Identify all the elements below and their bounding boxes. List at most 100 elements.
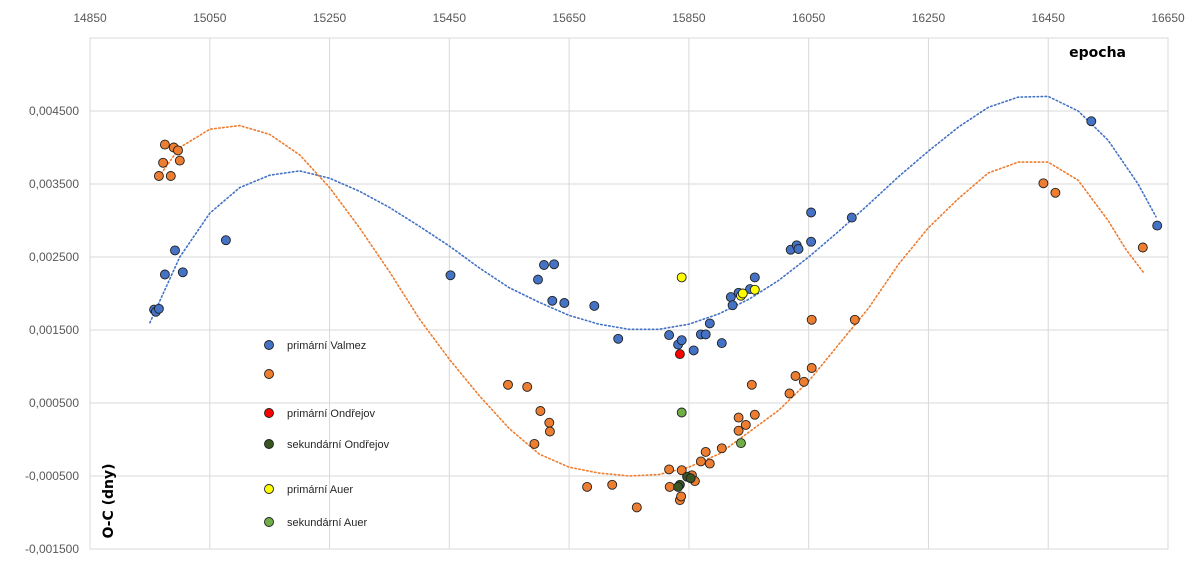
data-point-series-0 [589, 300, 600, 311]
trendlines [149, 95, 1157, 477]
legend-label: primární Auer [287, 484, 353, 496]
data-point-series-0 [533, 274, 543, 285]
data-point-series-1 [529, 438, 540, 449]
y-tick-label: 0,003500 [29, 177, 79, 191]
data-point-series-0 [153, 303, 164, 314]
x-tick-label: 15650 [552, 11, 586, 25]
data-point-series-1 [664, 481, 675, 492]
chart-grid [89, 37, 1169, 550]
legend-marker [264, 408, 274, 418]
legend: primární Valmez primární Ondřejov sekundár… [264, 340, 390, 529]
data-point-series-0 [700, 329, 711, 340]
data-point-series-1 [503, 379, 513, 390]
data-point-series-1 [806, 314, 817, 325]
data-point-series-0 [664, 330, 675, 341]
data-point-series-0 [159, 269, 170, 280]
x-tick-label: 15450 [433, 11, 467, 25]
data-point-series-4 [737, 288, 748, 299]
data-point-series-1 [1137, 242, 1148, 253]
data-point-series-1 [849, 314, 860, 325]
x-tick-label: 16250 [912, 11, 946, 25]
x-tick-label: 15850 [672, 11, 706, 25]
data-point-series-0 [676, 335, 687, 346]
data-point-series-0 [793, 244, 804, 254]
data-point-series-1 [746, 379, 757, 390]
data-points [149, 116, 1163, 513]
data-point-series-1 [158, 157, 169, 168]
y-tick-label: -0,000500 [25, 469, 79, 483]
data-point-series-0 [688, 345, 699, 356]
data-point-series-1 [716, 443, 727, 454]
x-tick-label: 15250 [313, 11, 347, 25]
data-point-series-1 [695, 456, 706, 467]
data-point-series-3 [673, 481, 684, 492]
data-point-series-0 [1152, 220, 1163, 231]
plot-area-border [89, 37, 1169, 550]
legend-label: sekundární Auer [287, 517, 367, 529]
y-axis-ticks: -0,001500 -0,000500 0,000500 0,001500 0,0025… [25, 104, 79, 556]
x-axis-ticks: 14850 15050 15250 15450 15650 15850 16050 16250… [73, 11, 1185, 25]
data-point-series-1 [740, 419, 751, 430]
data-point-series-2 [674, 349, 685, 360]
data-point-series-5 [736, 438, 746, 449]
data-point-series-1 [790, 371, 801, 381]
data-point-series-1 [607, 479, 618, 490]
data-point-series-0 [749, 272, 760, 283]
trendline-1 [158, 124, 1145, 477]
x-tick-label: 16650 [1151, 11, 1185, 25]
data-point-series-0 [613, 333, 624, 344]
data-point-series-1 [159, 139, 170, 150]
y-axis-title: O-C (dny) [101, 463, 117, 538]
data-point-series-1 [664, 464, 675, 475]
data-point-series-4 [749, 284, 760, 295]
data-point-series-1 [676, 465, 687, 476]
data-point-series-0 [846, 212, 857, 223]
data-point-series-1 [806, 363, 817, 373]
data-point-series-1 [544, 426, 555, 437]
data-point-series-0 [704, 318, 715, 329]
data-point-series-1 [522, 381, 533, 392]
data-point-series-0 [539, 260, 549, 270]
data-point-series-0 [806, 236, 817, 247]
legend-label: primární Ondřejov [287, 408, 376, 420]
data-point-series-1 [631, 502, 642, 513]
data-point-series-0 [716, 338, 727, 349]
data-point-series-1 [582, 481, 593, 492]
legend-marker [264, 484, 274, 494]
data-point-series-1 [173, 145, 183, 156]
y-tick-label: 0,001500 [29, 323, 79, 337]
data-point-series-1 [544, 417, 555, 428]
legend-marker [264, 340, 274, 350]
data-point-series-1 [784, 388, 795, 399]
data-point-series-1 [733, 425, 744, 436]
data-point-series-0 [177, 267, 188, 278]
data-point-series-0 [549, 259, 560, 270]
data-point-series-1 [153, 171, 164, 181]
data-point-series-0 [806, 207, 817, 218]
data-point-series-0 [727, 300, 738, 311]
x-tick-label: 16050 [792, 11, 826, 25]
data-point-series-3 [685, 473, 696, 484]
data-point-series-0 [559, 298, 570, 308]
x-tick-label: 14850 [73, 11, 107, 25]
x-tick-label: 15050 [193, 11, 227, 25]
legend-marker [264, 369, 274, 379]
data-point-series-1 [535, 406, 546, 416]
data-point-series-1 [733, 412, 744, 423]
data-point-series-1 [700, 446, 711, 457]
data-point-series-1 [1038, 178, 1049, 189]
data-point-series-1 [749, 409, 760, 420]
legend-marker [264, 517, 274, 527]
data-point-series-0 [170, 245, 180, 256]
data-point-series-1 [704, 458, 715, 469]
legend-label: primární Valmez [287, 340, 366, 352]
data-point-series-0 [547, 295, 558, 306]
data-point-series-0 [445, 270, 456, 281]
y-tick-label: 0,000500 [29, 396, 79, 410]
data-point-series-0 [1086, 116, 1097, 127]
data-point-series-1 [174, 155, 185, 166]
trendline-0 [149, 95, 1157, 331]
data-point-series-5 [676, 407, 687, 418]
y-tick-label: 0,004500 [29, 104, 79, 118]
